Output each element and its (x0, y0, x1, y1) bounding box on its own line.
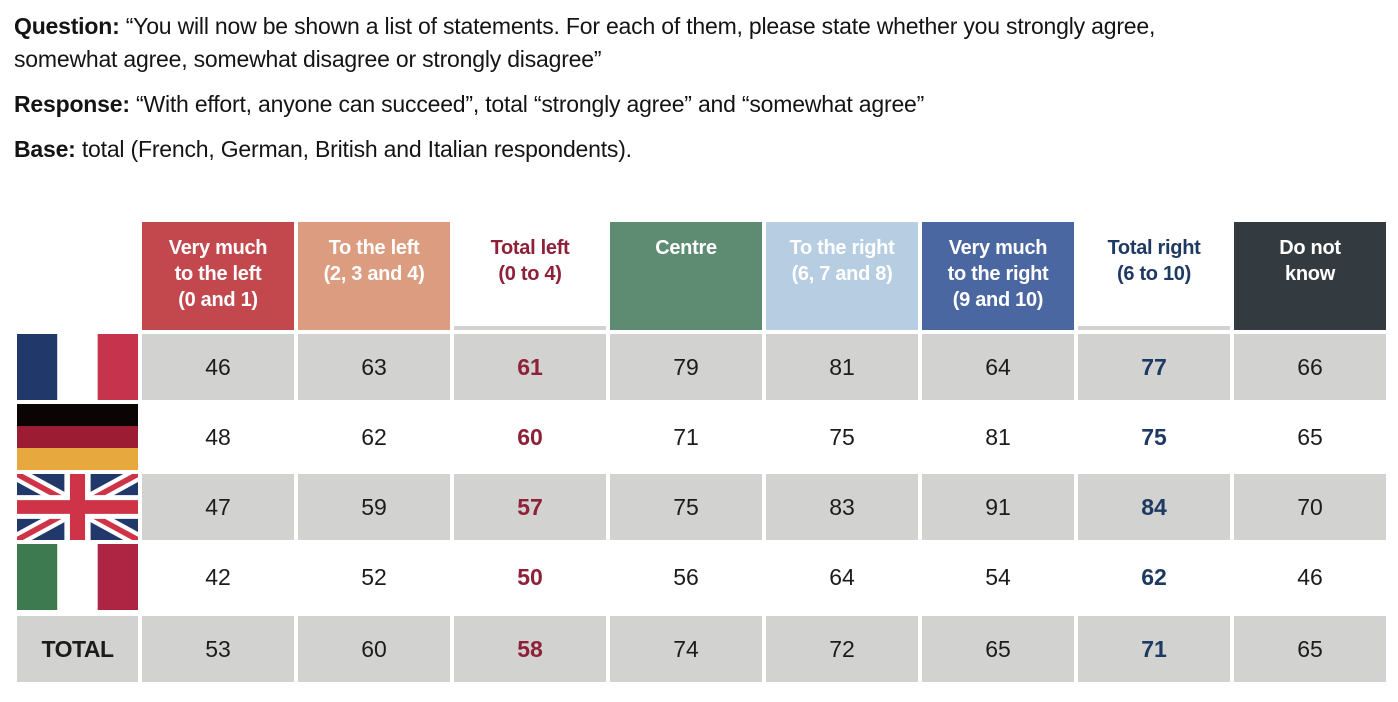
value-italy-to-the-left: 52 (361, 563, 387, 590)
value-uk-very-much-left: 47 (142, 474, 294, 540)
header-centre: Centre (610, 222, 762, 330)
row-france: 46 63 61 79 81 64 77 66 (17, 334, 1386, 400)
value-uk-very-much-right: 91 (922, 474, 1074, 540)
value-italy-very-much-right: 54 (985, 563, 1011, 590)
value-germany-to-the-left: 62 (361, 423, 387, 450)
flag-cell-france (17, 334, 138, 400)
value-italy-very-much-left: 42 (205, 563, 231, 590)
intro-question: Question: “You will now be shown a list … (14, 10, 1384, 76)
header-to-the-right: To the right (6, 7 and 8) (766, 222, 918, 330)
flag-cell-germany (17, 404, 138, 470)
header-total-left: Total left (0 to 4) (454, 222, 606, 330)
value-italy-do-not-know: 46 (1297, 563, 1323, 590)
row-italy: 42 52 50 56 64 54 62 46 (17, 544, 1384, 610)
intro: Question: “You will now be shown a list … (14, 10, 1384, 166)
value-france-centre: 79 (610, 334, 762, 400)
intro-base-text: total (French, German, British and Itali… (75, 136, 632, 162)
survey-table: Very much to the left (0 and 1) To the le… (17, 222, 1386, 682)
header-total-right: Total right (6 to 10) (1078, 222, 1230, 330)
intro-base-label: Base: (14, 136, 76, 162)
header-to-the-left: To the left (2, 3 and 4) (298, 222, 450, 330)
value-france-very-much-right: 64 (922, 334, 1074, 400)
value-germany-to-the-right: 75 (829, 423, 855, 450)
value-germany-do-not-know: 65 (1297, 423, 1323, 450)
value-france-total-right: 77 (1078, 334, 1230, 400)
value-france-to-the-left: 63 (298, 334, 450, 400)
value-france-total-left: 61 (454, 334, 606, 400)
row-uk: 47 59 57 75 83 91 84 70 (17, 474, 1386, 540)
intro-question-text: “You will now be shown a list of stateme… (14, 13, 1156, 72)
value-germany-total-left: 60 (517, 423, 543, 450)
value-uk-to-the-right: 83 (766, 474, 918, 540)
value-uk-total-left: 57 (454, 474, 606, 540)
value-total-do-not-know: 65 (1234, 616, 1386, 682)
value-france-very-much-left: 46 (142, 334, 294, 400)
flag-cell-italy (17, 544, 138, 610)
header-very-much-right: Very much to the right (9 and 10) (922, 222, 1074, 330)
value-italy-centre: 56 (673, 563, 699, 590)
row-total: TOTAL 53 60 58 74 72 65 71 65 (17, 616, 1386, 682)
value-germany-centre: 71 (673, 423, 699, 450)
corner-cell (17, 222, 138, 330)
flag-cell-uk (17, 474, 138, 540)
value-italy-to-the-right: 64 (829, 563, 855, 590)
intro-response-text: “With effort, anyone can succeed”, total… (129, 91, 925, 117)
france-flag-icon (17, 334, 138, 400)
header-very-much-left: Very much to the left (0 and 1) (142, 222, 294, 330)
value-germany-very-much-left: 48 (205, 423, 231, 450)
intro-question-label: Question: (14, 13, 120, 39)
total-label-cell: TOTAL (17, 616, 138, 682)
intro-response: Response: “With effort, anyone can succe… (14, 88, 1384, 121)
germany-flag-icon (17, 404, 138, 470)
value-uk-do-not-know: 70 (1234, 474, 1386, 540)
table-header-row: Very much to the left (0 and 1) To the le… (17, 222, 1386, 330)
intro-response-label: Response: (14, 91, 130, 117)
header-do-not-know: Do not know (1234, 222, 1386, 330)
value-total-total-left: 58 (454, 616, 606, 682)
value-france-to-the-right: 81 (766, 334, 918, 400)
value-total-total-right: 71 (1078, 616, 1230, 682)
value-italy-total-right: 62 (1141, 563, 1167, 590)
value-total-to-the-right: 72 (766, 616, 918, 682)
value-germany-total-right: 75 (1141, 423, 1167, 450)
value-total-to-the-left: 60 (298, 616, 450, 682)
value-italy-total-left: 50 (517, 563, 543, 590)
intro-base: Base: total (French, German, British and… (14, 133, 1384, 166)
uk-flag-icon (17, 474, 138, 540)
value-uk-total-right: 84 (1078, 474, 1230, 540)
value-germany-very-much-right: 81 (985, 423, 1011, 450)
value-uk-centre: 75 (610, 474, 762, 540)
value-total-very-much-left: 53 (142, 616, 294, 682)
value-france-do-not-know: 66 (1234, 334, 1386, 400)
italy-flag-icon (17, 544, 138, 610)
row-germany: 48 62 60 71 75 81 75 65 (17, 404, 1384, 470)
value-total-very-much-right: 65 (922, 616, 1074, 682)
value-uk-to-the-left: 59 (298, 474, 450, 540)
value-total-centre: 74 (610, 616, 762, 682)
